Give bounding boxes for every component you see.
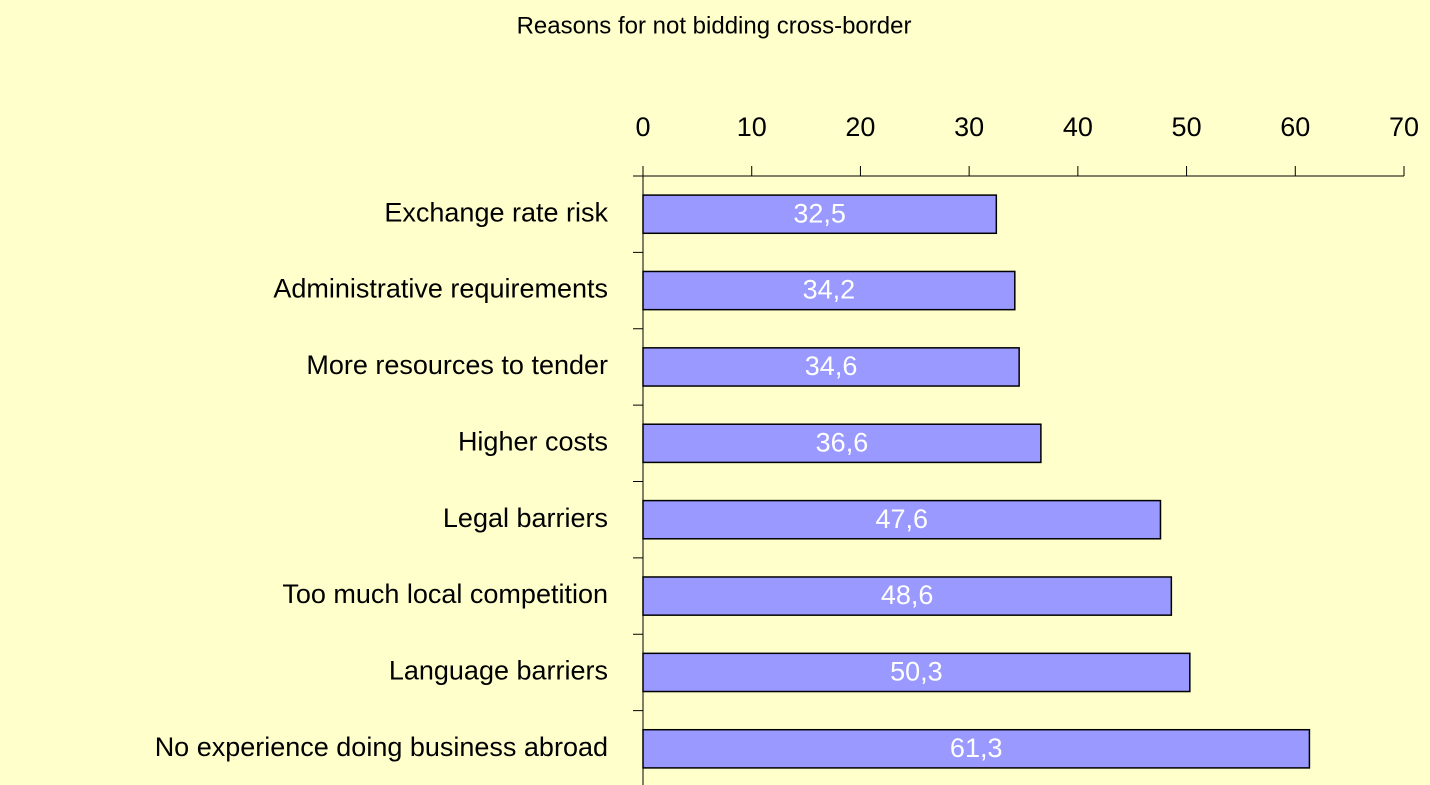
x-tick-label: 20 xyxy=(845,112,875,142)
category-label: Language barriers xyxy=(389,656,608,686)
bar xyxy=(642,270,1016,311)
value-label: 50,3 xyxy=(890,657,943,687)
category-label: No experience doing business abroad xyxy=(155,732,608,762)
x-tick-label: 70 xyxy=(1389,112,1419,142)
x-tick-label: 0 xyxy=(635,112,650,142)
value-label: 34,2 xyxy=(803,275,856,305)
value-label: 47,6 xyxy=(875,504,928,534)
category-label: Higher costs xyxy=(458,426,608,456)
value-label: 36,6 xyxy=(816,427,869,457)
bar xyxy=(642,347,1020,387)
value-label: 48,6 xyxy=(881,580,934,610)
category-label: More resources to tender xyxy=(306,350,608,380)
chart-title: Reasons for not bidding cross-border xyxy=(517,12,912,39)
bar xyxy=(642,728,1311,769)
bar xyxy=(642,423,1042,464)
x-tick-label: 50 xyxy=(1172,112,1202,142)
bar xyxy=(642,652,1191,693)
value-label: 61,3 xyxy=(950,733,1003,763)
bar xyxy=(642,499,1162,540)
bar xyxy=(642,576,1173,616)
x-tick-label: 30 xyxy=(954,112,984,142)
category-label: Too much local competition xyxy=(282,579,608,609)
category-label: Exchange rate risk xyxy=(384,197,608,227)
x-tick-label: 10 xyxy=(737,112,767,142)
bar xyxy=(642,194,998,235)
x-tick-label: 60 xyxy=(1280,112,1310,142)
x-tick-label: 40 xyxy=(1063,112,1093,142)
category-label: Legal barriers xyxy=(443,503,608,533)
value-label: 34,6 xyxy=(805,351,858,381)
category-label: Administrative requirements xyxy=(273,274,608,304)
value-label: 32,5 xyxy=(793,198,846,228)
